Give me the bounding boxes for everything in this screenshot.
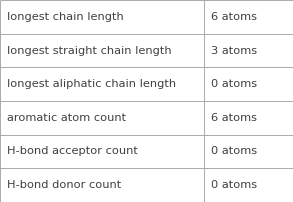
Text: 3 atoms: 3 atoms — [211, 45, 257, 56]
Text: aromatic atom count: aromatic atom count — [7, 113, 127, 123]
Text: H-bond acceptor count: H-bond acceptor count — [7, 146, 138, 157]
Text: 6 atoms: 6 atoms — [211, 113, 257, 123]
Text: longest chain length: longest chain length — [7, 12, 124, 22]
Text: 0 atoms: 0 atoms — [211, 180, 257, 190]
Text: longest straight chain length: longest straight chain length — [7, 45, 172, 56]
Text: 0 atoms: 0 atoms — [211, 79, 257, 89]
Text: H-bond donor count: H-bond donor count — [7, 180, 122, 190]
Text: 6 atoms: 6 atoms — [211, 12, 257, 22]
Text: 0 atoms: 0 atoms — [211, 146, 257, 157]
Text: longest aliphatic chain length: longest aliphatic chain length — [7, 79, 176, 89]
